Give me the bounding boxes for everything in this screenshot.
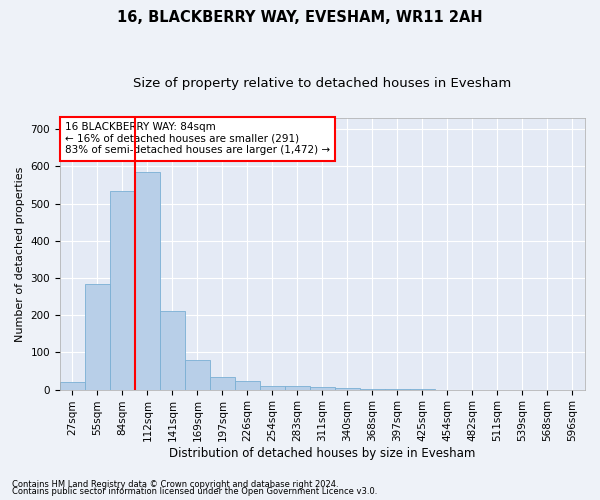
X-axis label: Distribution of detached houses by size in Evesham: Distribution of detached houses by size … (169, 447, 476, 460)
Bar (60, 382, 85, 390)
Bar (210, 376, 235, 390)
Bar (310, 386, 335, 390)
Text: 16 BLACKBERRY WAY: 84sqm
← 16% of detached houses are smaller (291)
83% of semi-: 16 BLACKBERRY WAY: 84sqm ← 16% of detach… (65, 122, 330, 156)
Bar (235, 382, 260, 390)
Y-axis label: Number of detached properties: Number of detached properties (15, 166, 25, 342)
Text: Contains public sector information licensed under the Open Government Licence v3: Contains public sector information licen… (12, 487, 377, 496)
Bar (160, 312, 185, 390)
Bar (185, 360, 210, 390)
Bar (360, 389, 385, 390)
Bar (135, 172, 160, 390)
Bar (335, 388, 360, 390)
Bar (85, 284, 110, 390)
Bar (260, 386, 285, 390)
Text: 16, BLACKBERRY WAY, EVESHAM, WR11 2AH: 16, BLACKBERRY WAY, EVESHAM, WR11 2AH (117, 10, 483, 25)
Title: Size of property relative to detached houses in Evesham: Size of property relative to detached ho… (133, 78, 512, 90)
Bar (110, 190, 135, 390)
Text: Contains HM Land Registry data © Crown copyright and database right 2024.: Contains HM Land Registry data © Crown c… (12, 480, 338, 489)
Bar (285, 386, 310, 390)
